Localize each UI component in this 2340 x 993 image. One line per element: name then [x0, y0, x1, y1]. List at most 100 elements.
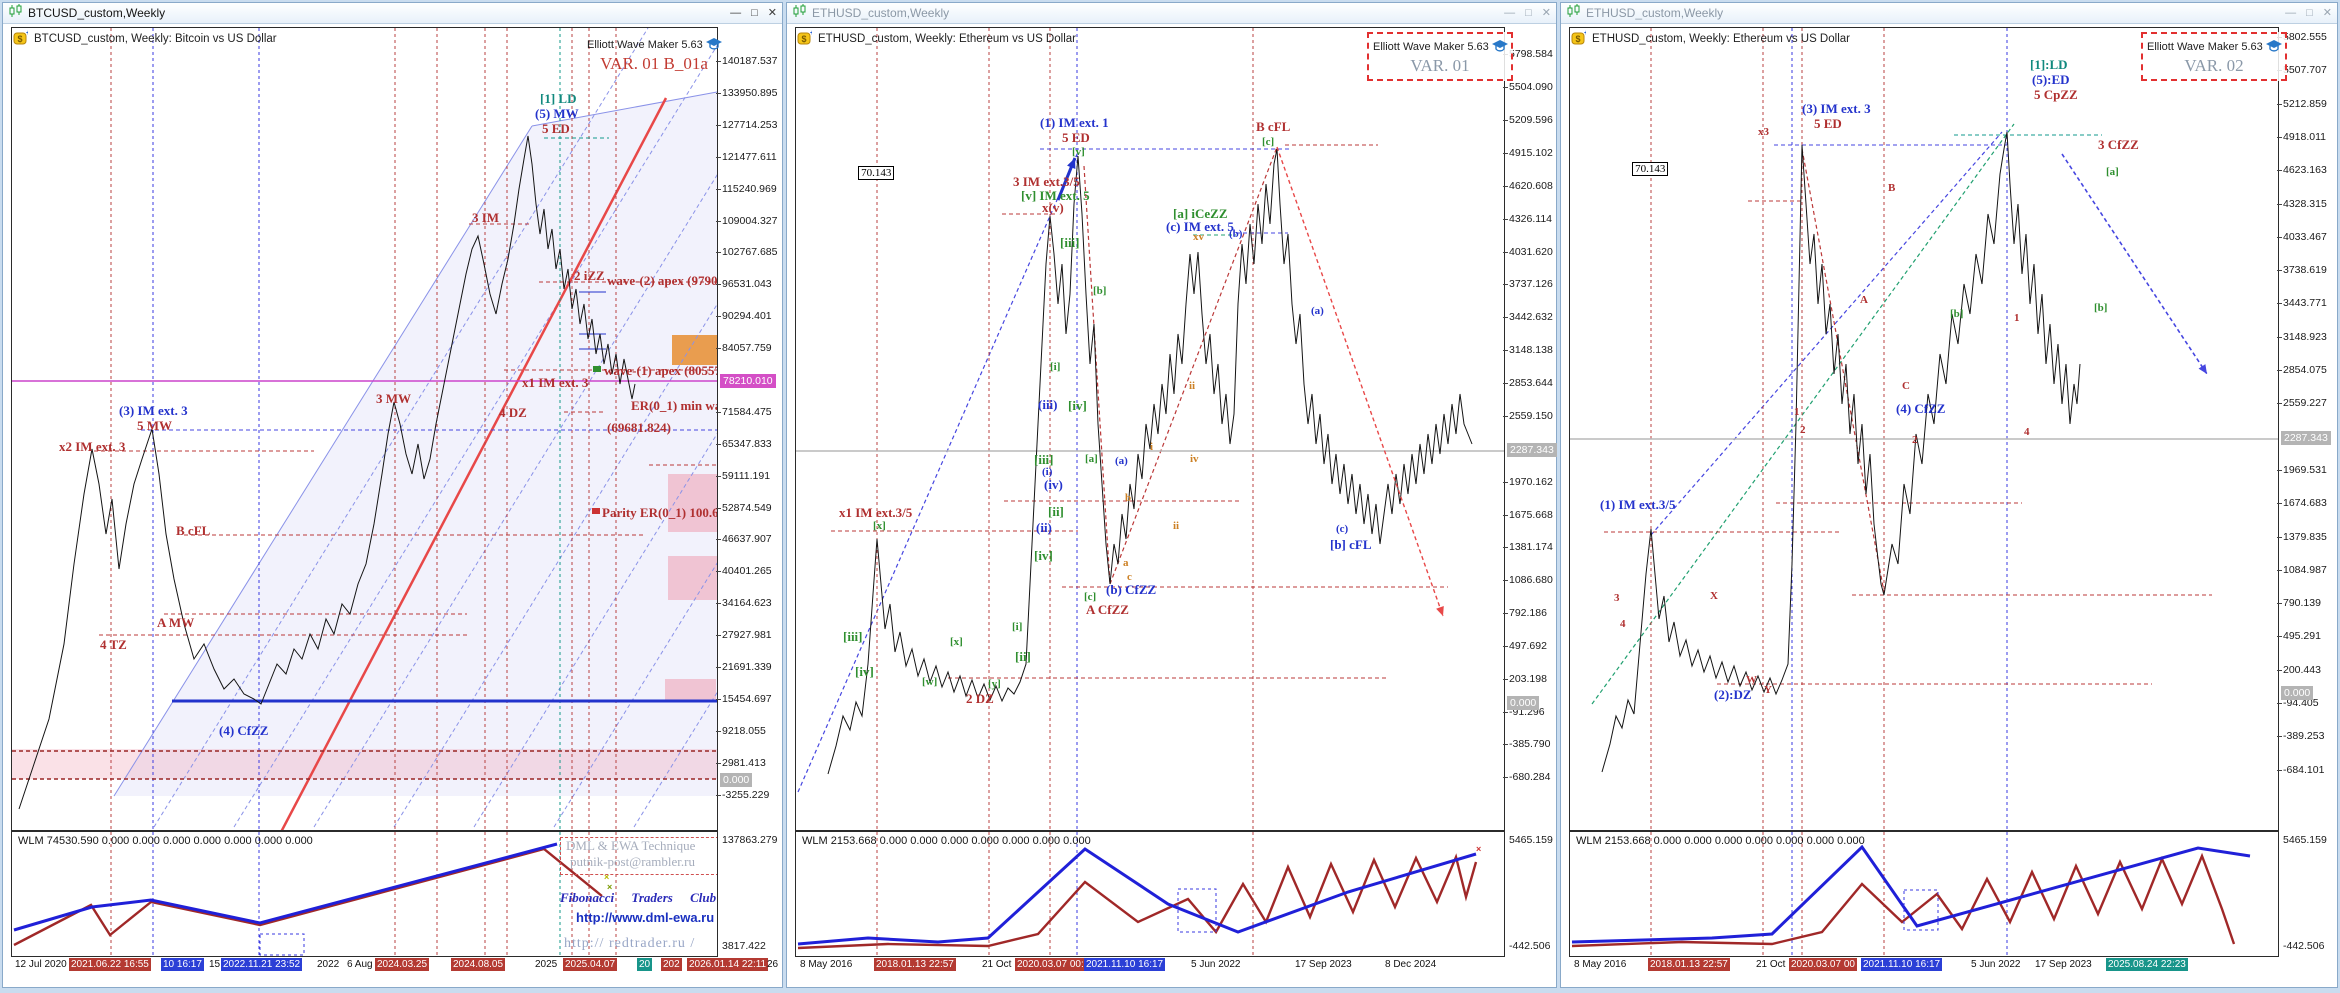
price-path	[827, 148, 1473, 775]
date-label: 20	[637, 958, 653, 971]
wlm-axis-top: 5465.159	[2283, 834, 2327, 846]
date-label: 21 Oct	[982, 959, 1012, 970]
price-badge: 0.000	[1507, 696, 1540, 710]
date-label: 21 Oct	[1756, 959, 1786, 970]
wave-label: a	[1123, 557, 1129, 569]
axis-tick: 1084.987	[2277, 564, 2327, 576]
date-axis[interactable]: 12 Jul 2020 2021.06.22 16:55 10 16:17 15 202…	[11, 957, 780, 974]
wave-label: (5) MW	[535, 106, 579, 121]
axis-tick: 71584.475	[716, 406, 772, 418]
date-axis[interactable]: 8 May 2016 2018.01.13 22:57 21 Oct 2020.03.…	[1569, 957, 2335, 974]
wlm-selection-rect	[259, 933, 305, 956]
axis-tick: 5802.555	[2277, 31, 2327, 43]
wlm-axis-top: 5465.159	[1509, 834, 1553, 846]
ewm-version-label: Elliott Wave Maker 5.63	[1373, 39, 1508, 55]
chart-area[interactable]: [1] LD (5) MW 5 ED 3 IM 2 iZZ wave-(2) apex (…	[11, 27, 718, 831]
axis-tick: 4328.315	[2277, 198, 2327, 210]
instrument-text: ETHUSD_custom, Weekly: Ethereum vs US Do…	[1592, 33, 1850, 45]
trend-line	[473, 433, 717, 828]
axis-tick: 495.291	[2277, 630, 2321, 642]
wave-label: [y]	[988, 678, 1001, 690]
axis-tick: 4623.163	[2277, 164, 2327, 176]
axis-tick: -385.790	[1502, 738, 1551, 750]
wlm-mark-icon: ×	[604, 872, 610, 882]
wlm-indicator-panel[interactable]: WLM 2153.668 0.000 0.000 0.000 0.000 0.0…	[1569, 831, 2279, 957]
wave-label: (c)	[1336, 523, 1349, 535]
wave-label: ii	[1189, 380, 1196, 392]
axis-tick: 3738.619	[2277, 264, 2327, 276]
wlm-group	[13, 832, 617, 956]
minimize-button[interactable]: —	[2285, 7, 2297, 19]
date-label: 2021.11.10 16:17	[1084, 958, 1166, 971]
axis-tick: 2853.644	[1503, 377, 1553, 389]
axis-tick: 121477.611	[716, 151, 777, 163]
maximize-button[interactable]: □	[1525, 7, 1532, 19]
date-label: 2024.08.05	[451, 958, 506, 971]
axis-tick: 200.443	[2277, 664, 2321, 676]
maximize-button[interactable]: □	[751, 7, 758, 19]
wave-label: W	[1746, 674, 1757, 686]
trend-line	[1109, 146, 1278, 585]
close-button[interactable]: ✕	[2322, 7, 2332, 19]
maximize-button[interactable]: □	[2306, 7, 2313, 19]
wlm-indicator-label: WLM 2153.668 0.000 0.000 0.000 0.000 0.0…	[802, 835, 1091, 847]
wave-label: x(v)	[1042, 200, 1064, 215]
date-axis[interactable]: 8 May 2016 2018.01.13 22:57 21 Oct 2020.03.…	[795, 957, 1554, 974]
arrowhead-icon	[1436, 606, 1444, 616]
window-titlebar[interactable]: BTCUSD_custom,Weekly — □ ✕	[3, 3, 782, 24]
axis-tick: -94.405	[2277, 697, 2319, 709]
ewm-variant-label: VAR. 01	[1410, 56, 1470, 75]
wlm-axis-bottom: 3817.422	[722, 940, 766, 952]
ewm-variant-label: VAR. 01 B_01a	[600, 54, 708, 73]
axis-tick: 40401.265	[716, 565, 772, 577]
wave-label: x1 IM ext. 3	[522, 375, 589, 390]
price-badge: 0.000	[2281, 686, 2314, 700]
axis-tick: 84057.759	[716, 342, 772, 354]
minimize-button[interactable]: —	[1504, 7, 1516, 19]
window-titlebar[interactable]: ETHUSD_custom,Weekly — □ ✕	[1561, 3, 2337, 24]
axis-tick: 4031.620	[1503, 246, 1553, 258]
chart-drawing-layer	[796, 28, 1504, 830]
wave-label: 3 CfZZ	[2098, 137, 2139, 152]
instrument-label: $+ ETHUSD_custom, Weekly: Ethereum vs US…	[797, 30, 1076, 48]
wave-label: (c) IM ext. 5	[1166, 219, 1234, 234]
candlestick-icon	[792, 4, 807, 22]
window-titlebar[interactable]: ETHUSD_custom,Weekly — □ ✕	[787, 3, 1556, 24]
axis-tick: 3443.771	[2277, 297, 2327, 309]
wave-label: [1]:LD	[2030, 57, 2068, 72]
date-label: 2021.11.10 16:17	[1861, 958, 1943, 971]
wlm-red-line	[13, 847, 603, 947]
minimize-button[interactable]: —	[730, 7, 742, 19]
wave-label: Parity ER(0_1) 100.62% (62234.8	[602, 505, 718, 520]
date-label: 2025	[535, 959, 558, 970]
axis-tick: 5504.090	[1503, 81, 1553, 93]
svg-text:+: +	[810, 30, 812, 37]
wlm-indicator-panel[interactable]: × WLM 2153.668 0.000 0.000 0.000 0.000 0.…	[795, 831, 1505, 957]
wlm-axis-bottom: -442.506	[2283, 940, 2325, 952]
close-button[interactable]: ✕	[767, 7, 777, 19]
instrument-label: $+ ETHUSD_custom, Weekly: Ethereum vs US…	[1571, 30, 1850, 48]
wave-label: [iv]	[1068, 398, 1087, 413]
wave-label: b	[1125, 492, 1132, 504]
axis-tick: 4326.114	[1502, 213, 1553, 225]
svg-text:$: $	[17, 34, 22, 44]
wave-label: [1] LD	[540, 91, 577, 106]
wave-label: (1) IM ext. 1	[1040, 115, 1109, 130]
chart-window-ethusd-var01: ETHUSD_custom,Weekly —□✕ $+ ETHUSD_custo…	[786, 2, 1557, 988]
ewm-version-text: Elliott Wave Maker 5.63	[1373, 41, 1489, 53]
wlm-indicator-panel[interactable]: × × WLM 74530.590 0.000 0.000 0.000 0.000 …	[11, 831, 718, 957]
close-button[interactable]: ✕	[1541, 7, 1551, 19]
coin-icon: $+	[13, 30, 30, 48]
wave-label: C	[1902, 380, 1910, 392]
wave-label: [c]	[1262, 136, 1275, 148]
wave-label: 3	[1614, 592, 1620, 604]
ewm-version-text: Elliott Wave Maker 5.63	[2147, 41, 2263, 53]
price-path	[1601, 131, 2081, 773]
date-label: 17 Sep 2023	[1295, 959, 1352, 970]
wave-label: (3) IM ext. 3	[119, 403, 188, 418]
trend-line	[313, 174, 717, 828]
wave-label: x2 IM ext. 3	[59, 439, 126, 454]
projection-arrow	[1276, 146, 1444, 617]
